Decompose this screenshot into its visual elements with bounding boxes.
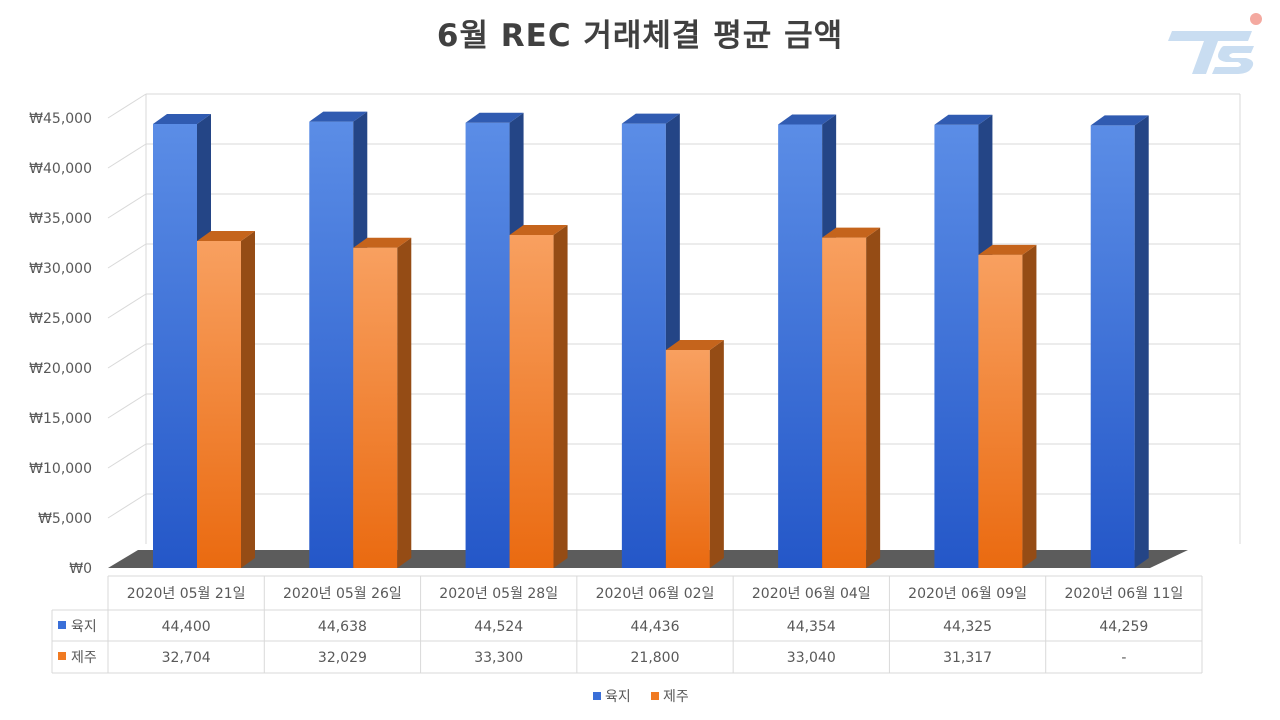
gridline-side [107, 93, 147, 119]
bar-top [665, 340, 724, 350]
chart-title: 6월 REC 거래체결 평균 금액 [436, 18, 844, 54]
bar-제주 [978, 244, 1037, 568]
bar-front [621, 123, 666, 568]
bar-front [153, 124, 197, 568]
bar-top [197, 230, 255, 241]
bar-top [1090, 115, 1149, 126]
gridline-side [107, 393, 147, 419]
ts-logo-icon [1168, 13, 1262, 74]
table-header-cell: 2020년 05월 26일 [283, 586, 402, 602]
gridline-side [107, 293, 147, 319]
table-cell: 33,300 [474, 650, 523, 666]
bar-top [621, 113, 680, 124]
bar-top [509, 225, 568, 235]
y-tick-label: ₩25,000 [29, 311, 92, 327]
y-tick-label: ₩45,000 [29, 111, 92, 127]
bar-side [709, 340, 724, 568]
bar-top [465, 112, 524, 123]
bar-front [665, 350, 710, 568]
bar-top [153, 114, 211, 124]
bar-front [465, 122, 510, 568]
table-header-cell: 2020년 06월 09일 [908, 586, 1027, 602]
y-tick-label: ₩10,000 [29, 461, 92, 477]
legend-entry: 육지 [605, 689, 631, 705]
gridline-side [107, 343, 147, 369]
bar-front [1090, 125, 1135, 568]
bars [153, 111, 1149, 569]
bar-제주 [822, 227, 881, 568]
table-cell: 44,638 [318, 619, 367, 635]
table-header-cell: 2020년 06월 11일 [1064, 586, 1183, 602]
bar-top [978, 244, 1037, 255]
bar-side [397, 237, 412, 568]
table-cell: 44,354 [787, 619, 836, 635]
bar-side [553, 225, 568, 568]
gridline-side [107, 143, 147, 169]
gridline-side [107, 243, 147, 269]
table-cell: 33,040 [787, 650, 836, 666]
table-cell: 44,436 [631, 619, 680, 635]
table-cell: 44,524 [474, 619, 523, 635]
gridline-side [107, 443, 147, 469]
bar-top [309, 111, 368, 122]
gridline-side [107, 493, 147, 519]
legend-swatch [593, 692, 601, 700]
y-tick-label: ₩20,000 [29, 361, 92, 377]
table-cell: 32,704 [162, 650, 211, 666]
bar-side [866, 227, 881, 568]
table-row-label: 육지 [71, 619, 97, 635]
table-cell: 21,800 [631, 650, 680, 666]
gridline-side [107, 193, 147, 219]
bar-front [934, 124, 979, 568]
table-legend-swatch [58, 652, 66, 660]
table-header-cell: 2020년 06월 04일 [752, 586, 871, 602]
table-cell: 44,325 [943, 619, 992, 635]
bar-제주 [665, 340, 724, 568]
table-header-cell: 2020년 05월 28일 [439, 586, 558, 602]
bar-front [822, 237, 867, 568]
bar-육지 [1090, 115, 1149, 568]
y-tick-label: ₩40,000 [29, 161, 92, 177]
bar-front [309, 121, 354, 569]
legend-entry: 제주 [663, 689, 689, 705]
legend: 육지 제주 [593, 689, 689, 705]
table-cell: - [1121, 650, 1126, 666]
table-row-label: 제주 [71, 650, 97, 666]
table-cell: 31,317 [943, 650, 992, 666]
table-cell: 44,400 [162, 619, 211, 635]
table-header-cell: 2020년 06월 02일 [596, 586, 715, 602]
bar-front [978, 254, 1023, 568]
y-tick-label: ₩5,000 [38, 511, 92, 527]
bar-front [353, 247, 398, 568]
bar-제주 [197, 230, 255, 568]
bar-side [1022, 244, 1037, 568]
bar-제주 [509, 225, 568, 568]
bar-top [353, 237, 412, 248]
table-cell: 32,029 [318, 650, 367, 666]
table-legend-swatch [58, 621, 66, 629]
y-axis: ₩0 ₩5,000 ₩10,000 ₩15,000 ₩20,000 ₩25,000 ₩30,… [29, 111, 92, 577]
bar-제주 [353, 237, 412, 568]
table-header-cell: 2020년 05월 21일 [127, 586, 246, 602]
y-tick-label: ₩35,000 [29, 211, 92, 227]
bar-육지 [621, 113, 680, 568]
y-tick-label: ₩15,000 [29, 411, 92, 427]
data-table: 2020년 05월 21일 44,400 32,704 2020년 05월 26일 44… [51, 575, 1203, 674]
bar-top [778, 114, 837, 125]
legend-swatch [651, 692, 659, 700]
bar-top [822, 227, 881, 238]
table-cell: 44,259 [1099, 619, 1148, 635]
bar-front [509, 235, 554, 568]
y-tick-label: ₩30,000 [29, 261, 92, 277]
bar-front [778, 124, 823, 569]
bar-side [1134, 115, 1149, 568]
y-tick-label: ₩0 [69, 561, 92, 577]
bar-top [934, 114, 993, 125]
bar-front [197, 240, 241, 568]
bar-side [241, 230, 255, 568]
